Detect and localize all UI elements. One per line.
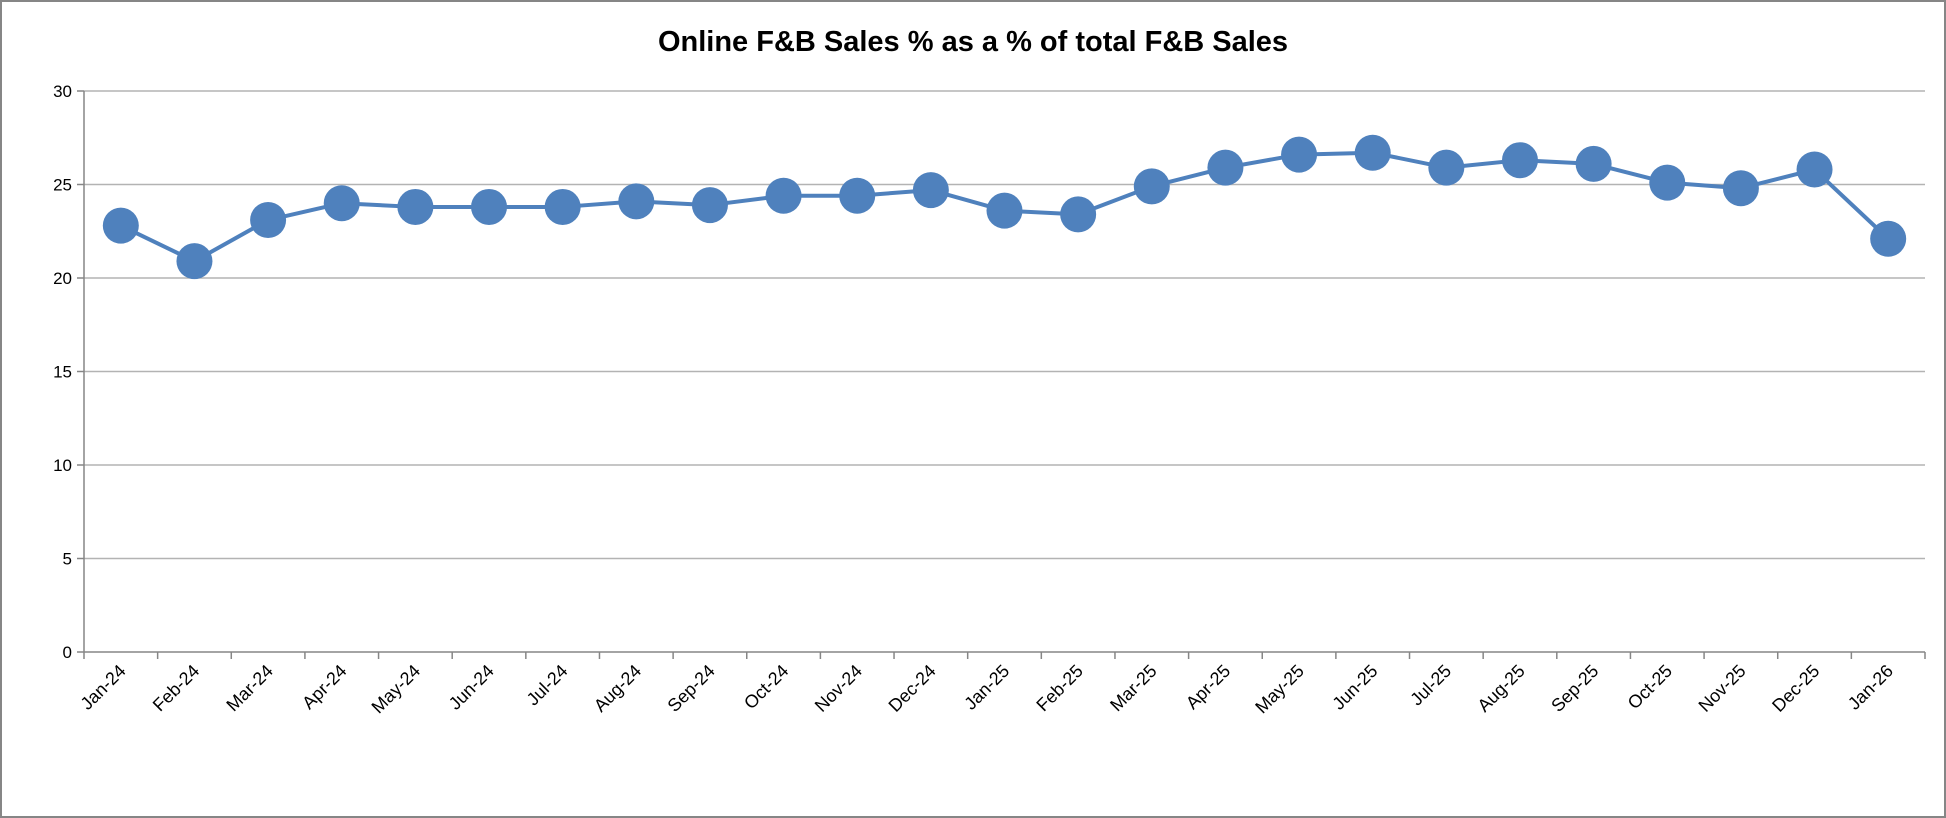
data-point [1133, 168, 1170, 205]
data-point [1354, 134, 1391, 171]
data-point [176, 243, 213, 280]
y-tick-label: 10 [53, 456, 72, 475]
data-point [1575, 145, 1612, 182]
data-point [1649, 164, 1686, 201]
data-point [1207, 149, 1244, 186]
y-tick-label: 30 [53, 82, 72, 101]
data-point [1060, 196, 1097, 233]
data-point [471, 188, 508, 225]
y-tick-label: 25 [53, 176, 72, 195]
data-point [102, 207, 139, 244]
y-tick-label: 5 [63, 550, 72, 569]
data-point [1796, 151, 1833, 188]
data-point [1870, 220, 1907, 257]
data-point [618, 183, 655, 220]
data-point [765, 177, 802, 214]
data-point [1281, 136, 1318, 173]
y-tick-label: 0 [63, 643, 72, 662]
data-point [250, 202, 287, 239]
chart-title: Online F&B Sales % as a % of total F&B S… [658, 26, 1288, 58]
y-tick-label: 15 [53, 363, 72, 382]
data-point [986, 192, 1023, 229]
data-point [1501, 142, 1538, 179]
data-point [1722, 170, 1759, 207]
data-point [544, 188, 581, 225]
data-point [397, 188, 434, 225]
data-point [912, 172, 949, 209]
data-point [691, 187, 728, 224]
data-point [323, 185, 360, 222]
data-point [839, 177, 876, 214]
data-point [1428, 149, 1465, 186]
y-tick-label: 20 [53, 269, 72, 288]
